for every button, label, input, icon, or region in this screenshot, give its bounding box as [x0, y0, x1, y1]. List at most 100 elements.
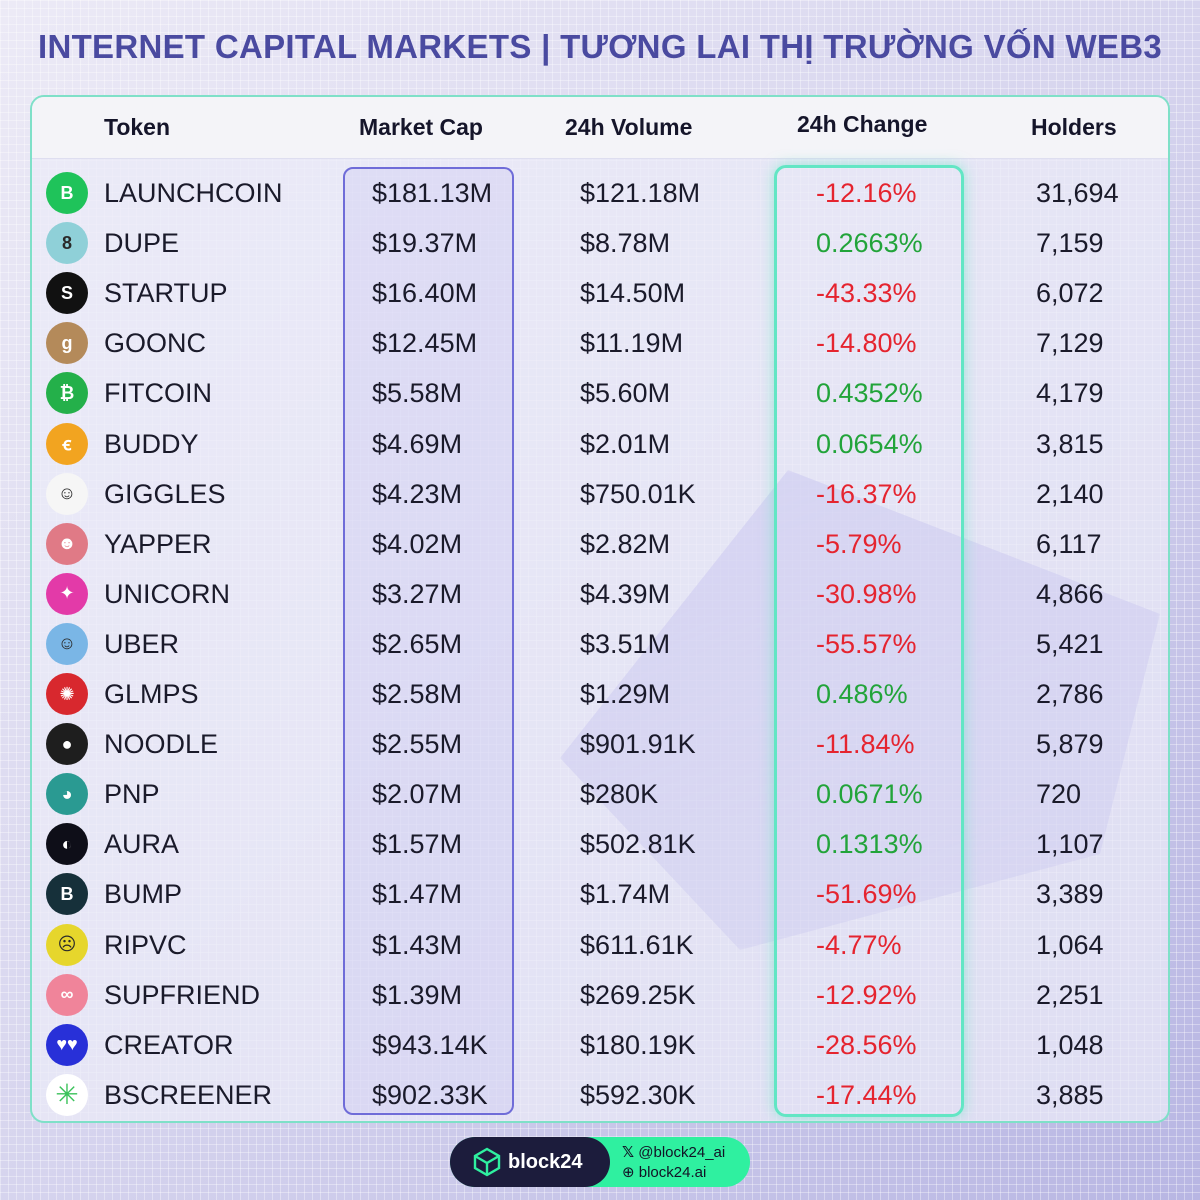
holders-value: 3,815: [1036, 428, 1104, 459]
header-market-cap: Market Cap: [359, 114, 483, 140]
volume-value: $280K: [580, 779, 659, 810]
holders-value: 7,129: [1036, 328, 1104, 359]
market-cap-value: $5.58M: [372, 378, 463, 409]
table-row[interactable]: ☹ RIPVC $1.43M $611.61K -4.77% 1,064: [32, 920, 1168, 970]
change-value: -28.56%: [816, 1029, 917, 1060]
page-title: INTERNET CAPITAL MARKETS | TƯƠNG LAI THỊ…: [37, 28, 1163, 65]
volume-value: $2.82M: [580, 528, 671, 559]
holders-value: 2,786: [1036, 679, 1104, 709]
market-cap-value: $1.43M: [372, 929, 463, 960]
token-name: BSCREENER: [104, 1079, 273, 1110]
table-row[interactable]: 8 DUPE $19.37M $8.78M 0.2663% 7,159: [32, 218, 1168, 268]
table-header: Token Market Cap 24h Volume 24h Change H…: [32, 97, 1168, 159]
holders-value: 4,179: [1036, 378, 1104, 409]
fitcoin-icon: ₿: [46, 372, 88, 415]
bscreener-icon: ✳: [46, 1073, 88, 1116]
token-name: GLMPS: [104, 679, 199, 709]
change-value: -14.80%: [816, 328, 917, 359]
token-name: LAUNCHCOIN: [104, 178, 283, 208]
header-change: 24h Change: [797, 111, 928, 137]
table-row[interactable]: ◐ AURA $1.57M $502.81K 0.1313% 1,107: [32, 819, 1168, 869]
table-row[interactable]: ♥♥ CREATOR $943.14K $180.19K -28.56% 1,048: [32, 1020, 1168, 1070]
volume-value: $1.74M: [580, 879, 671, 910]
uber-icon: ☺: [46, 622, 88, 665]
x-icon: 𝕏: [622, 1144, 639, 1161]
market-cap-value: $181.13M: [372, 178, 493, 208]
bump-icon: B: [46, 873, 88, 916]
market-cap-value: $3.27M: [372, 578, 463, 609]
dupe-icon: 8: [46, 222, 88, 265]
holders-value: 1,048: [1036, 1029, 1104, 1060]
holders-value: 3,389: [1036, 879, 1104, 910]
holders-value: 1,107: [1036, 829, 1104, 860]
table-row[interactable]: ☺ GIGGLES $4.23M $750.01K -16.37% 2,140: [32, 469, 1168, 519]
volume-value: $121.18M: [580, 178, 701, 208]
aura-icon: ◐: [46, 823, 88, 866]
market-cap-value: $1.39M: [372, 979, 463, 1010]
table-row[interactable]: ● NOODLE $2.55M $901.91K -11.84% 5,879: [32, 719, 1168, 769]
holders-value: 6,072: [1036, 278, 1104, 309]
market-cap-value: $4.02M: [372, 528, 463, 559]
launchcoin-icon: B: [46, 172, 88, 214]
table-row[interactable]: B BUMP $1.47M $1.74M -51.69% 3,389: [32, 869, 1168, 919]
change-value: -55.57%: [816, 628, 917, 659]
token-name: CREATOR: [104, 1029, 234, 1060]
website-text: block24.ai: [638, 1164, 707, 1181]
change-value: -12.92%: [816, 979, 917, 1010]
volume-value: $750.01K: [580, 478, 696, 509]
holders-value: 720: [1036, 779, 1082, 810]
cube-icon: [473, 1147, 501, 1177]
table-row[interactable]: ₿ FITCOIN $5.58M $5.60M 0.4352% 4,179: [32, 368, 1168, 418]
market-cap-value: $4.69M: [372, 428, 463, 459]
website-link[interactable]: ⊕ block24.ai: [622, 1163, 706, 1181]
volume-value: $4.39M: [580, 578, 671, 609]
supfriend-icon: ∞: [46, 973, 88, 1016]
volume-value: $11.19M: [580, 328, 684, 359]
twitter-handle[interactable]: 𝕏 @block24_ai: [622, 1143, 725, 1161]
token-name: UBER: [104, 628, 180, 659]
change-value: 0.1313%: [816, 829, 923, 860]
table-row[interactable]: ◕ PNP $2.07M $280K 0.0671% 720: [32, 769, 1168, 819]
holders-value: 5,879: [1036, 729, 1104, 760]
change-value: -30.98%: [816, 578, 917, 609]
table-row[interactable]: ✺ GLMPS $2.58M $1.29M 0.486% 2,786: [32, 669, 1168, 719]
token-name: RIPVC: [104, 929, 187, 960]
volume-value: $901.91K: [580, 729, 696, 760]
token-name: UNICORN: [104, 578, 230, 609]
table-row[interactable]: ☻ YAPPER $4.02M $2.82M -5.79% 6,117: [32, 519, 1168, 569]
holders-value: 3,885: [1036, 1079, 1104, 1110]
startup-icon: S: [46, 272, 88, 315]
change-value: -16.37%: [816, 478, 917, 509]
change-value: -12.16%: [816, 178, 917, 208]
holders-value: 5,421: [1036, 628, 1104, 659]
table-row[interactable]: ✳ BSCREENER $902.33K $592.30K -17.44% 3,885: [32, 1070, 1168, 1120]
table-row[interactable]: g GOONC $12.45M $11.19M -14.80% 7,129: [32, 318, 1168, 368]
token-name: GIGGLES: [104, 478, 226, 509]
volume-value: $5.60M: [580, 378, 671, 409]
volume-value: $1.29M: [580, 679, 671, 709]
token-table: Token Market Cap 24h Volume 24h Change H…: [30, 95, 1170, 1123]
table-row[interactable]: ✦ UNICORN $3.27M $4.39M -30.98% 4,866: [32, 569, 1168, 619]
unicorn-icon: ✦: [46, 572, 88, 615]
holders-value: 6,117: [1036, 528, 1102, 559]
market-cap-value: $19.37M: [372, 228, 478, 259]
volume-value: $3.51M: [580, 628, 671, 659]
market-cap-value: $902.33K: [372, 1079, 488, 1110]
header-volume: 24h Volume: [565, 114, 693, 140]
token-name: FITCOIN: [104, 378, 212, 409]
table-row[interactable]: B LAUNCHCOIN $181.13M $121.18M -12.16% 31,694: [32, 168, 1168, 218]
market-cap-value: $4.23M: [372, 478, 463, 509]
volume-value: $269.25K: [580, 979, 696, 1010]
table-row[interactable]: S STARTUP $16.40M $14.50M -43.33% 6,072: [32, 268, 1168, 318]
footer-brand: block24 𝕏 @block24_ai ⊕ block24.ai: [450, 1137, 750, 1187]
brand-name: block24: [508, 1150, 583, 1173]
market-cap-value: $16.40M: [372, 278, 478, 309]
holders-value: 7,159: [1036, 228, 1104, 259]
table-row[interactable]: ☺ UBER $2.65M $3.51M -55.57% 5,421: [32, 619, 1168, 669]
table-row[interactable]: ꞓ BUDDY $4.69M $2.01M 0.0654% 3,815: [32, 419, 1168, 469]
table-row[interactable]: ∞ SUPFRIEND $1.39M $269.25K -12.92% 2,251: [32, 970, 1168, 1020]
token-name: BUDDY: [104, 428, 199, 459]
buddy-icon: ꞓ: [46, 422, 88, 465]
token-name: SUPFRIEND: [104, 979, 261, 1010]
volume-value: $14.50M: [580, 278, 686, 309]
